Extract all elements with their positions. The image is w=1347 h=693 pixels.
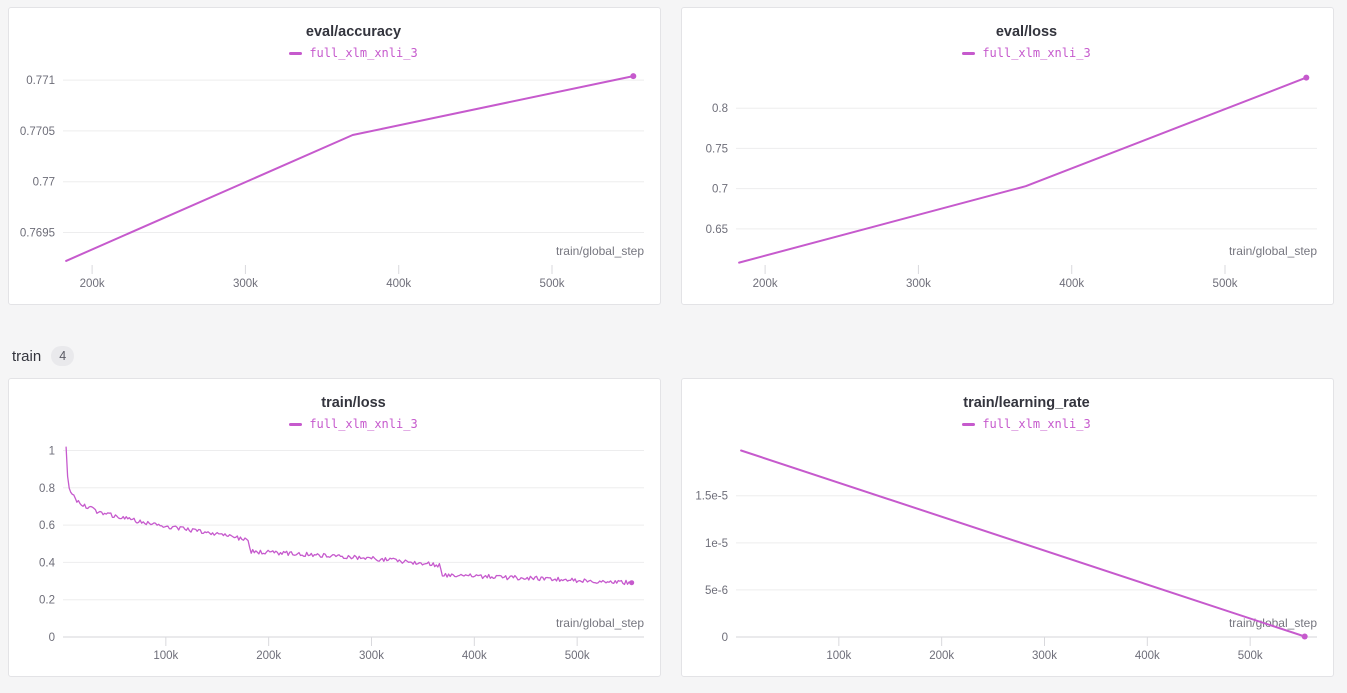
chart-title: eval/loss (995, 24, 1058, 40)
svg-text:0.2: 0.2 (39, 595, 55, 607)
chart-legend[interactable]: full_xlm_xnli_3 (682, 44, 1333, 62)
legend-run-name: full_xlm_xnli_3 (309, 417, 418, 431)
svg-text:0.6: 0.6 (39, 520, 55, 532)
svg-text:0.8: 0.8 (712, 103, 728, 115)
svg-text:0.65: 0.65 (706, 224, 728, 236)
plot-area-train-loss[interactable]: 1 0.8 0.6 0.4 0.2 0 100k 200k 300k 400k 500k train/… (9, 433, 660, 676)
svg-text:300k: 300k (233, 278, 258, 290)
chart-panel-eval-accuracy[interactable]: eval/accuracy full_xlm_xnli_3 0.771 0.770… (8, 7, 661, 305)
svg-text:0.771: 0.771 (26, 75, 55, 87)
svg-text:0.4: 0.4 (39, 557, 56, 569)
legend-line-icon (962, 422, 976, 426)
svg-text:0: 0 (49, 632, 55, 644)
svg-text:0.8: 0.8 (39, 483, 55, 495)
plot-area-eval-loss[interactable]: 0.8 0.75 0.7 0.65 200k 300k 400k 500k train/glob… (682, 62, 1333, 304)
legend-run-name: full_xlm_xnli_3 (309, 46, 418, 60)
svg-text:500k: 500k (1238, 650, 1263, 662)
legend-run-name: full_xlm_xnli_3 (982, 46, 1091, 60)
chart-title: eval/accuracy (305, 24, 402, 40)
svg-text:200k: 200k (753, 278, 778, 290)
svg-text:300k: 300k (1032, 650, 1057, 662)
svg-text:200k: 200k (80, 278, 105, 290)
section-count-badge: 4 (51, 346, 75, 366)
chart-title: train/loss (321, 395, 386, 411)
svg-text:300k: 300k (359, 650, 384, 662)
svg-text:0.7695: 0.7695 (20, 227, 55, 239)
svg-text:0.7705: 0.7705 (20, 126, 55, 138)
chart-legend[interactable]: full_xlm_xnli_3 (9, 415, 660, 433)
chart-panel-train-learning-rate[interactable]: train/learning_rate full_xlm_xnli_3 1.5e… (681, 378, 1334, 677)
section-header-train[interactable]: train 4 (12, 345, 75, 367)
svg-text:0.77: 0.77 (33, 177, 55, 189)
svg-text:500k: 500k (565, 650, 590, 662)
svg-text:0.75: 0.75 (706, 143, 728, 155)
plot-area-eval-accuracy[interactable]: 0.771 0.7705 0.77 0.7695 200k 300k 400k 500k tra… (9, 62, 660, 304)
svg-text:0: 0 (722, 632, 728, 644)
section-title: train (12, 347, 42, 365)
legend-run-name: full_xlm_xnli_3 (982, 417, 1091, 431)
svg-text:400k: 400k (1059, 278, 1084, 290)
chart-legend[interactable]: full_xlm_xnli_3 (9, 44, 660, 62)
svg-text:5e-6: 5e-6 (705, 585, 728, 597)
chart-legend[interactable]: full_xlm_xnli_3 (682, 415, 1333, 433)
plot-area-train-learning-rate[interactable]: 1.5e-5 1e-5 5e-6 0 100k 200k 300k 400k 500k train… (682, 433, 1333, 676)
svg-text:500k: 500k (540, 278, 565, 290)
svg-text:400k: 400k (1135, 650, 1160, 662)
legend-line-icon (289, 422, 303, 426)
legend-line-icon (289, 51, 303, 55)
legend-line-icon (962, 51, 976, 55)
chart-title: train/learning_rate (963, 395, 1090, 411)
svg-text:1.5e-5: 1.5e-5 (695, 491, 728, 503)
svg-text:200k: 200k (256, 650, 281, 662)
svg-text:200k: 200k (929, 650, 954, 662)
chart-panel-train-loss[interactable]: train/loss full_xlm_xnli_3 1 0.8 0.6 0.4 0.2… (8, 378, 661, 677)
chart-panel-eval-loss[interactable]: eval/loss full_xlm_xnli_3 0.8 0.75 0.7 0.65… (681, 7, 1334, 305)
svg-text:100k: 100k (153, 650, 178, 662)
svg-text:1: 1 (49, 445, 55, 457)
svg-text:1e-5: 1e-5 (705, 538, 728, 550)
svg-text:train/global_step: train/global_step (1229, 616, 1317, 630)
svg-text:100k: 100k (826, 650, 851, 662)
svg-text:0.7: 0.7 (712, 184, 728, 196)
svg-text:300k: 300k (906, 278, 931, 290)
svg-text:400k: 400k (462, 650, 487, 662)
svg-text:train/global_step: train/global_step (556, 244, 644, 258)
svg-text:400k: 400k (386, 278, 411, 290)
svg-text:train/global_step: train/global_step (556, 616, 644, 630)
svg-text:500k: 500k (1213, 278, 1238, 290)
svg-text:train/global_step: train/global_step (1229, 244, 1317, 258)
